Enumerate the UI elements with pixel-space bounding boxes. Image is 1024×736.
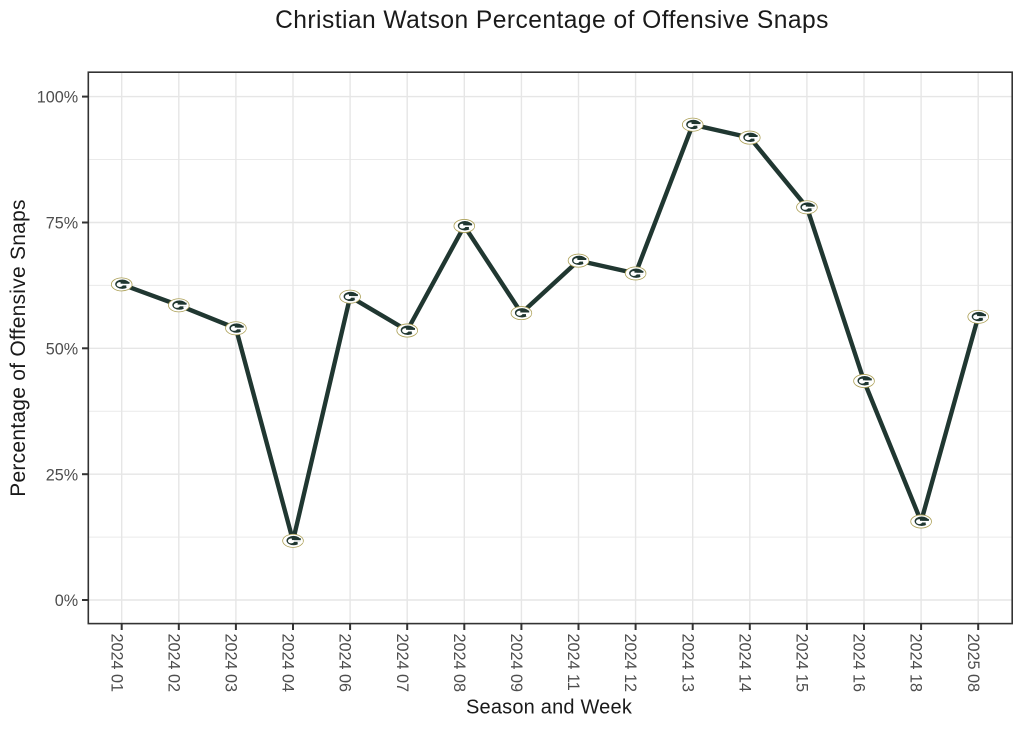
svg-text:2024 02: 2024 02 <box>164 634 182 693</box>
svg-text:2024 09: 2024 09 <box>507 634 525 693</box>
svg-text:75%: 75% <box>46 215 78 233</box>
svg-text:2024 12: 2024 12 <box>621 634 639 693</box>
svg-text:2024 03: 2024 03 <box>222 634 240 693</box>
svg-text:25%: 25% <box>46 466 78 484</box>
svg-text:Season and Week: Season and Week <box>466 697 633 719</box>
svg-text:2024 16: 2024 16 <box>850 634 868 693</box>
svg-text:Percentage of Offensive Snaps: Percentage of Offensive Snaps <box>7 199 30 497</box>
svg-text:2024 08: 2024 08 <box>450 634 468 693</box>
svg-text:2024 13: 2024 13 <box>678 634 696 693</box>
svg-text:100%: 100% <box>37 89 78 107</box>
svg-text:2024 18: 2024 18 <box>907 634 925 693</box>
svg-text:0%: 0% <box>55 592 78 610</box>
svg-text:2024 04: 2024 04 <box>279 634 297 693</box>
svg-text:2025 08: 2025 08 <box>964 634 982 693</box>
svg-text:2024 11: 2024 11 <box>564 634 582 691</box>
svg-text:50%: 50% <box>46 340 78 358</box>
svg-text:2024 14: 2024 14 <box>735 634 753 693</box>
svg-text:2024 15: 2024 15 <box>793 634 811 693</box>
svg-text:2024 01: 2024 01 <box>107 634 125 693</box>
svg-text:Christian Watson Percentage of: Christian Watson Percentage of Offensive… <box>275 7 829 34</box>
svg-text:2024 07: 2024 07 <box>393 634 411 693</box>
svg-text:2024 06: 2024 06 <box>336 634 354 693</box>
